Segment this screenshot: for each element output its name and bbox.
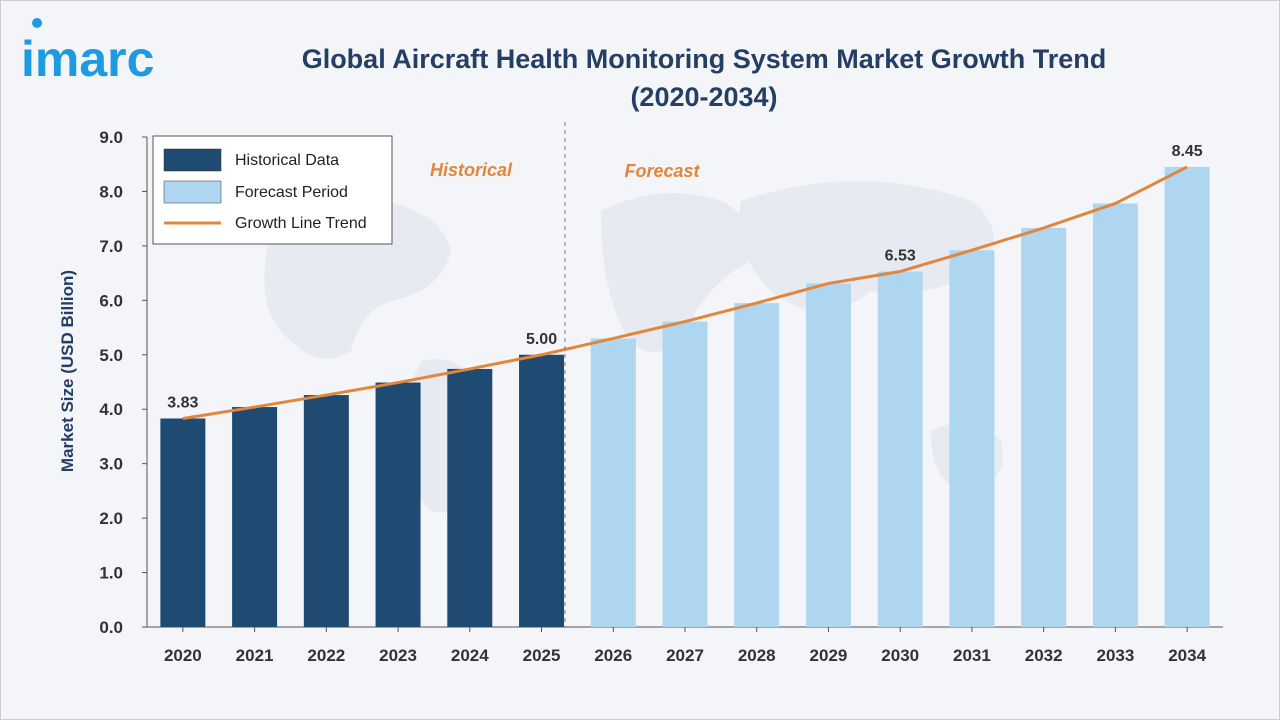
chart-subtitle: (2020-2034) [630, 82, 777, 112]
data-label-2034: 8.45 [1172, 143, 1203, 160]
x-tick-label: 2020 [164, 646, 202, 665]
x-tick-label: 2026 [594, 646, 632, 665]
data-labels-group: 3.83 5.00 6.53 8.45 [167, 143, 1203, 412]
forecast-region-label: Forecast [624, 161, 700, 181]
x-tick-label: 2033 [1096, 646, 1134, 665]
y-tick-label: 6.0 [99, 291, 123, 310]
x-tick-label: 2025 [523, 646, 561, 665]
x-tick-label: 2024 [451, 646, 489, 665]
bar-2028 [734, 303, 780, 627]
y-tick-label: 3.0 [99, 455, 123, 474]
bar-2023 [375, 382, 421, 627]
trend-line-group [182, 165, 1188, 420]
x-tick-label: 2029 [810, 646, 848, 665]
y-tick-label: 8.0 [99, 182, 123, 201]
x-tick-label: 2032 [1025, 646, 1063, 665]
data-label-2030: 6.53 [885, 247, 916, 264]
bar-2026 [590, 338, 636, 627]
imarc-logo: imarc [21, 18, 154, 87]
legend: Historical Data Forecast Period Growth L… [152, 135, 393, 245]
data-label-2025: 5.00 [526, 331, 557, 348]
legend-label-trend: Growth Line Trend [235, 215, 367, 232]
historical-region-label: Historical [430, 160, 513, 180]
bar-2021 [232, 407, 278, 627]
data-label-2020: 3.83 [167, 394, 198, 411]
y-tick-label: 4.0 [99, 400, 123, 419]
x-tick-label: 2028 [738, 646, 776, 665]
bar-2025 [519, 354, 565, 627]
growth-trend-line [182, 165, 1188, 420]
legend-swatch-forecast [163, 180, 222, 204]
x-tick-label: 2021 [236, 646, 274, 665]
bars-group [160, 166, 1210, 627]
y-ticks-group: 0.0 1.0 2.0 3.0 4.0 5.0 6.0 7.0 8.0 9.0 [99, 128, 147, 637]
bar-2032 [1021, 227, 1067, 627]
x-tick-label: 2022 [307, 646, 345, 665]
bar-2030 [877, 271, 923, 627]
bar-2033 [1092, 203, 1138, 627]
x-ticks-group: 2020 2021 2022 2023 2024 2025 2026 2027 2028 2029… [164, 627, 1207, 665]
logo-text: imarc [21, 31, 154, 87]
legend-swatch-historical [163, 148, 222, 172]
y-tick-label: 1.0 [99, 564, 123, 583]
bar-2031 [949, 250, 995, 627]
bar-2029 [805, 283, 851, 627]
logo-dot-icon [32, 18, 42, 28]
legend-label-forecast: Forecast Period [235, 184, 348, 201]
legend-label-historical: Historical Data [235, 152, 339, 169]
y-tick-label: 7.0 [99, 237, 123, 256]
y-tick-label: 2.0 [99, 509, 123, 528]
x-tick-label: 2031 [953, 646, 991, 665]
x-tick-label: 2034 [1168, 646, 1206, 665]
y-tick-label: 5.0 [99, 346, 123, 365]
chart-title: Global Aircraft Health Monitoring System… [302, 44, 1107, 74]
bar-2024 [447, 368, 493, 627]
x-tick-label: 2027 [666, 646, 704, 665]
bar-2020 [160, 418, 206, 627]
bar-2034 [1164, 166, 1210, 627]
y-tick-label: 9.0 [99, 128, 123, 147]
y-axis-label: Market Size (USD Billion) [58, 270, 77, 472]
x-tick-label: 2023 [379, 646, 417, 665]
y-tick-label: 0.0 [99, 618, 123, 637]
bar-2027 [662, 321, 708, 627]
x-tick-label: 2030 [881, 646, 919, 665]
bar-2022 [303, 395, 349, 627]
